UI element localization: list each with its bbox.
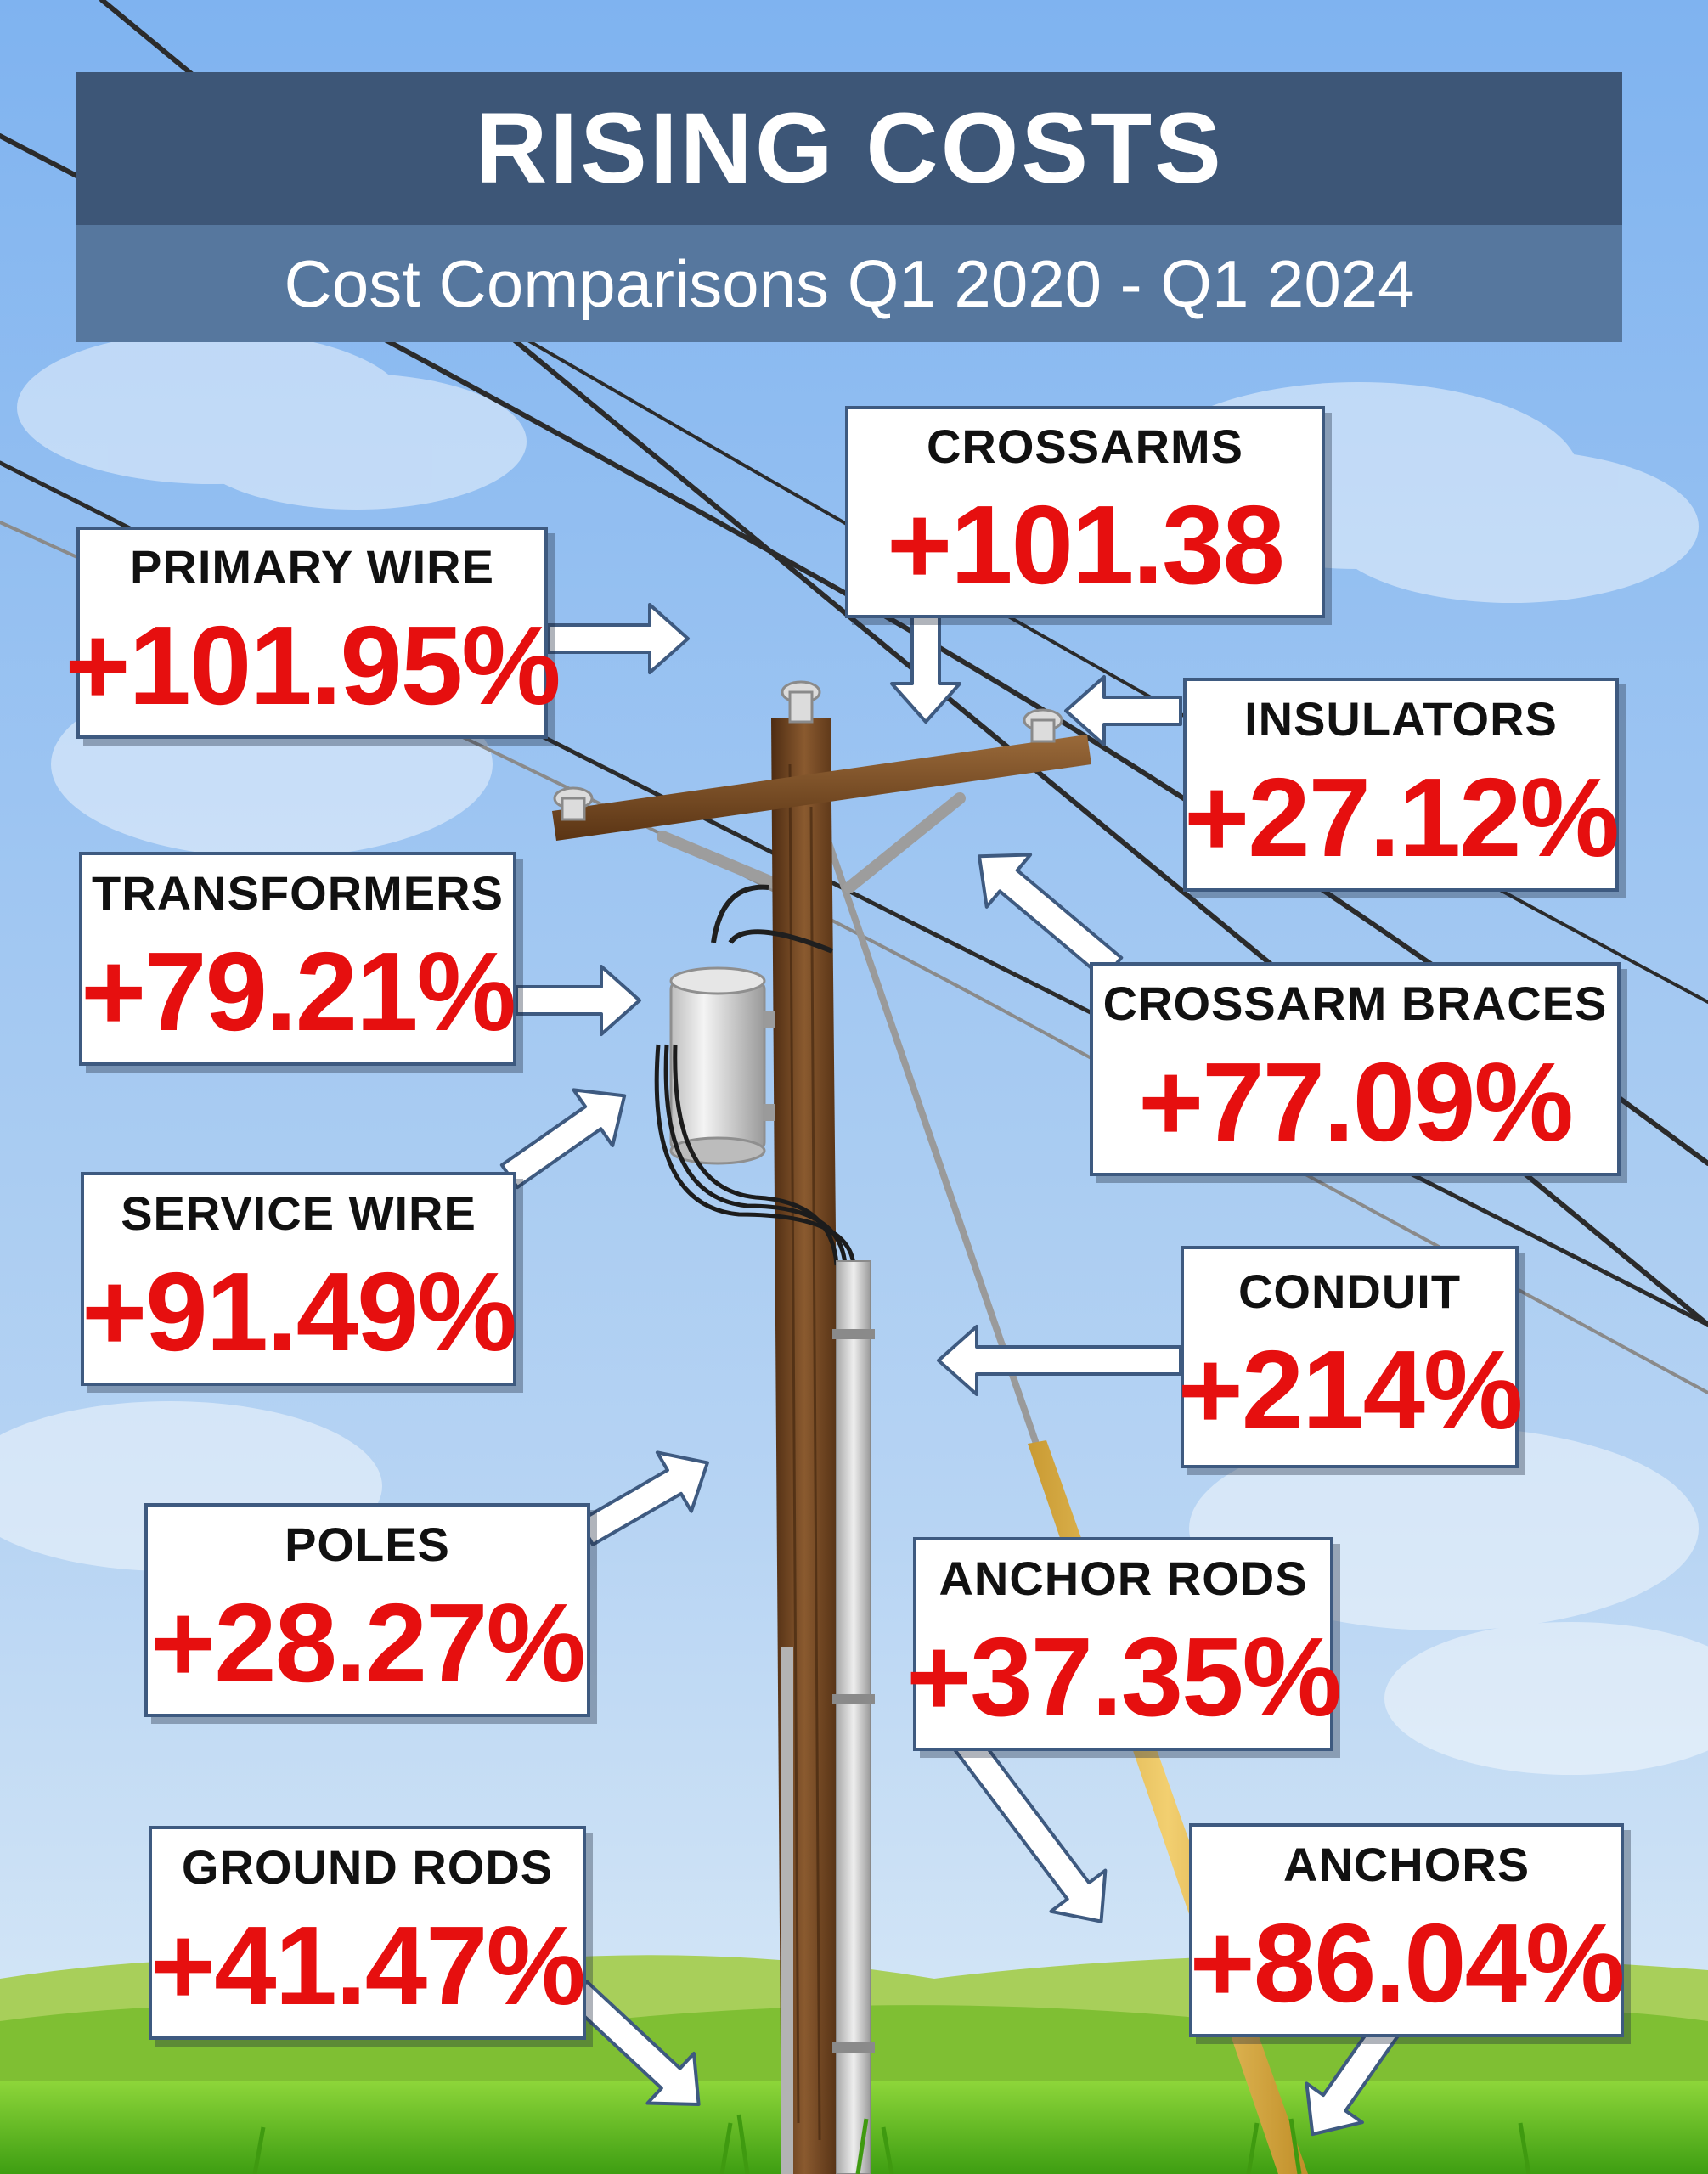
card-anchors: ANCHORS +86.04% (1189, 1823, 1626, 2037)
crossarm-brace-shape (657, 792, 966, 898)
card-label: ANCHORS (1282, 1838, 1530, 1891)
arrow-anchor-rods (943, 1718, 1108, 1923)
card-value: +86.04% (1189, 1901, 1626, 2025)
ground-rod-shape (781, 1647, 793, 2174)
card-label: TRANSFORMERS (92, 866, 504, 920)
card-value: +101.95% (65, 603, 561, 728)
card-label: CONDUIT (1237, 1264, 1462, 1318)
card-label: ANCHOR RODS (939, 1552, 1308, 1605)
arrow-crossarm-braces (977, 853, 1124, 981)
card-transformers: TRANSFORMERS +79.21% (79, 852, 516, 1066)
card-conduit: CONDUIT +214% (1177, 1246, 1524, 1468)
card-value: +91.49% (82, 1249, 517, 1374)
card-value: +77.09% (1138, 1039, 1574, 1164)
card-label: INSULATORS (1244, 692, 1558, 746)
card-crossarms: CROSSARMS +101.38 (845, 406, 1325, 618)
card-crossarm-braces: CROSSARM BRACES +77.09% (1090, 962, 1621, 1176)
card-value: +79.21% (81, 929, 516, 1054)
card-label: POLES (285, 1518, 450, 1571)
arrow-crossarms (890, 605, 961, 724)
card-value: +27.12% (1184, 755, 1620, 880)
card-value: +37.35% (906, 1614, 1342, 1739)
conduit-shape (836, 1260, 871, 2174)
card-value: +101.38 (887, 482, 1285, 607)
card-label: CROSSARM BRACES (1102, 977, 1608, 1030)
card-label: SERVICE WIRE (121, 1186, 476, 1240)
insulator-shapes (553, 680, 1063, 821)
card-insulators: INSULATORS +27.12% (1183, 678, 1620, 892)
grass-blades (252, 2114, 1531, 2174)
card-label: CROSSARMS (926, 420, 1244, 473)
service-wire-shapes (654, 1044, 856, 1266)
card-ground-rods: GROUND RODS +41.47% (149, 1826, 586, 2040)
card-value: +41.47% (150, 1903, 586, 2028)
card-anchor-rods: ANCHOR RODS +37.35% (906, 1537, 1342, 1751)
card-value: +214% (1177, 1327, 1524, 1452)
transformer-shape (669, 884, 834, 1165)
card-label: GROUND RODS (181, 1840, 554, 1894)
crossarm-shape (552, 735, 1091, 841)
card-label: PRIMARY WIRE (130, 540, 494, 594)
page-subtitle: Cost Comparisons Q1 2020 - Q1 2024 (76, 225, 1622, 342)
arrow-insulators (1064, 675, 1182, 746)
arrow-service-wire (499, 1088, 627, 1190)
card-value: +28.27% (150, 1580, 586, 1705)
arrow-primary-wire (546, 603, 690, 674)
arrow-transformers (515, 965, 641, 1036)
page-title: RISING COSTS (76, 72, 1622, 225)
callout-arrows (499, 603, 1406, 2137)
card-poles: POLES +28.27% (144, 1503, 590, 1717)
card-service-wire: SERVICE WIRE +91.49% (81, 1172, 517, 1386)
arrow-poles (578, 1450, 709, 1546)
arrow-conduit (937, 1325, 1182, 1396)
card-primary-wire: PRIMARY WIRE +101.95% (65, 527, 561, 739)
